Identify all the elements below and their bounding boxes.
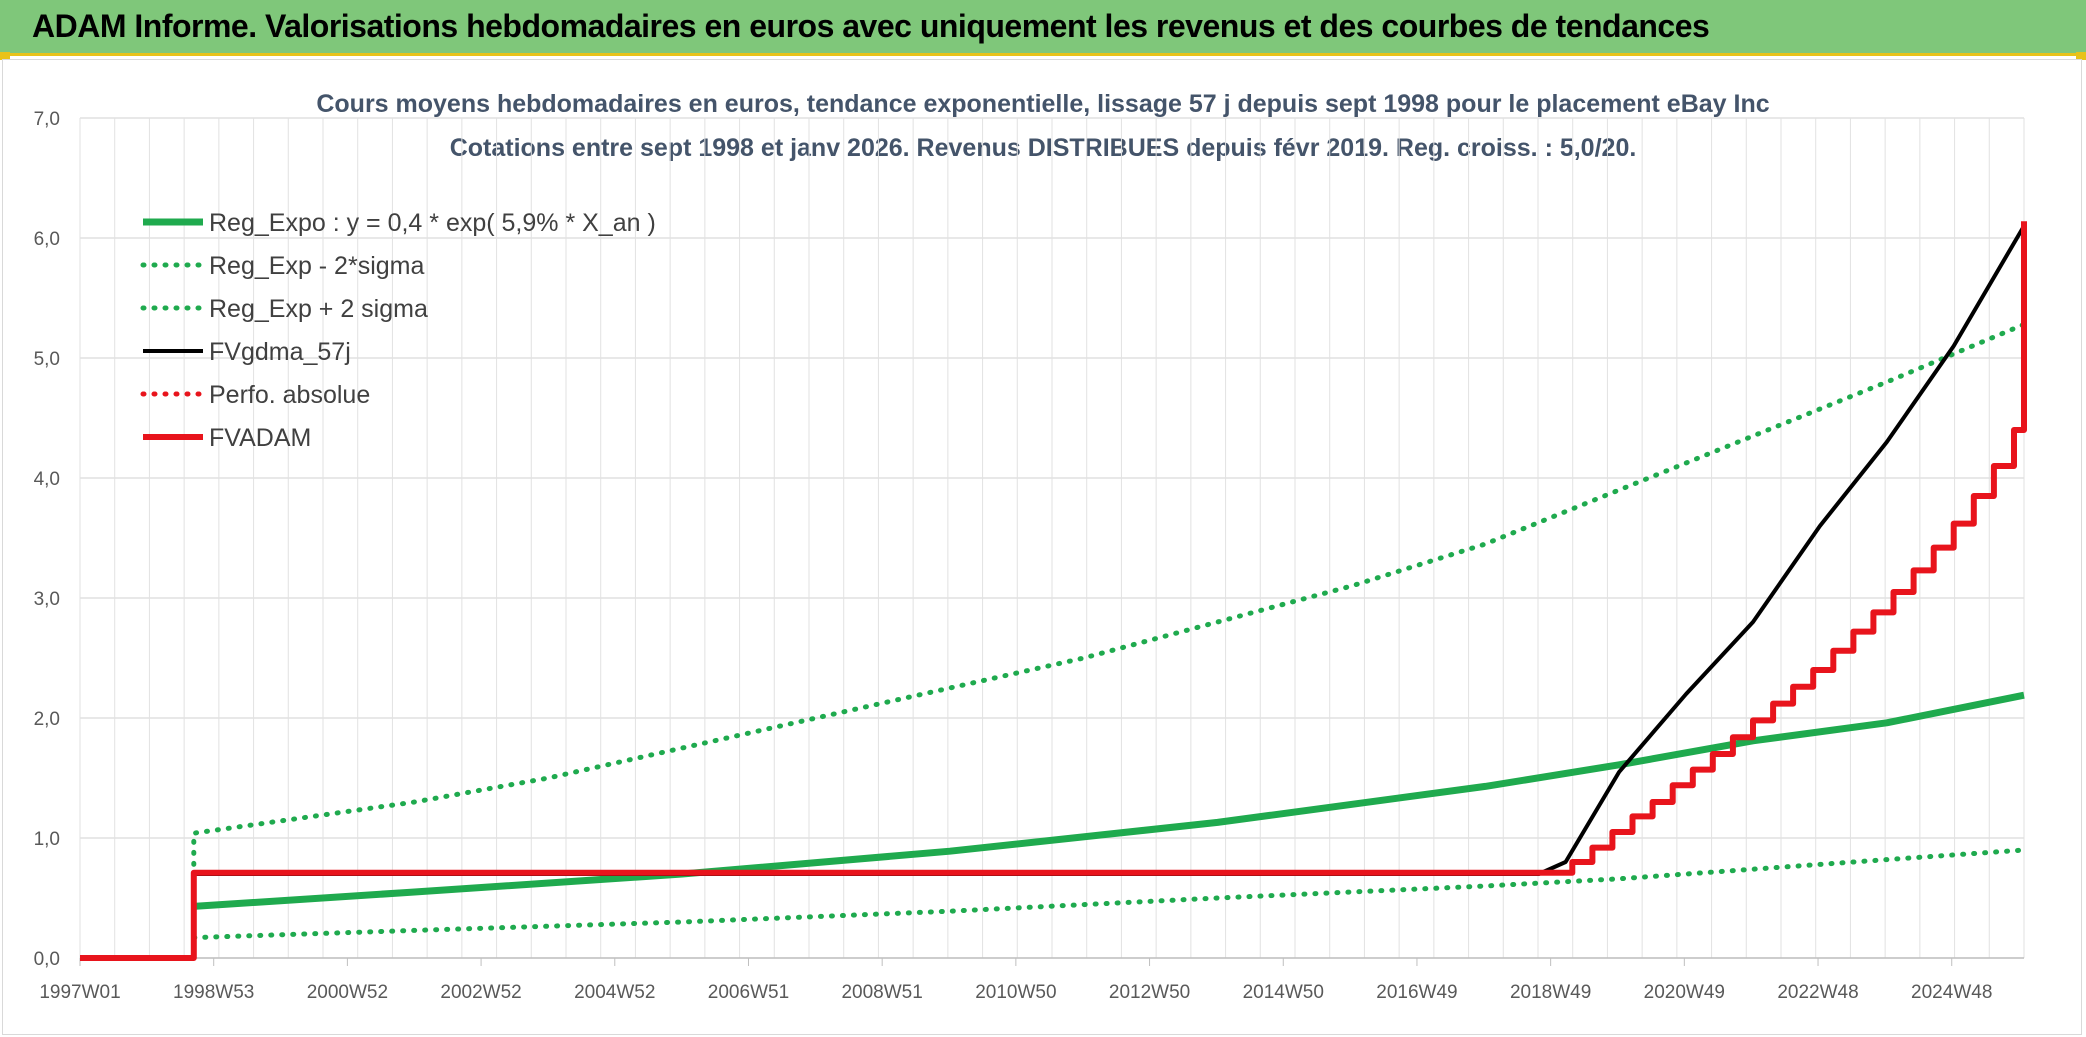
x-tick-label: 2018W49: [1510, 982, 1591, 1003]
legend-label: Perfo. absolue: [209, 381, 370, 409]
x-tick-label: 2008W51: [841, 982, 922, 1003]
x-tick-label: 2016W49: [1376, 982, 1457, 1003]
series-line-2: [191, 321, 2027, 867]
x-tick-label: 2014W50: [1243, 982, 1324, 1003]
report-banner: ADAM Informe. Valorisations hebdomadaire…: [0, 0, 2086, 56]
x-tick-label: 2020W49: [1644, 982, 1725, 1003]
legend-label: FVADAM: [209, 424, 311, 452]
report-title: ADAM Informe. Valorisations hebdomadaire…: [32, 8, 1710, 44]
series-line-0: [193, 691, 2025, 910]
x-tick-label: 1997W01: [39, 982, 120, 1003]
x-tick-label: 2002W52: [440, 982, 521, 1003]
legend: Reg_Expo : y = 0,4 * exp( 5,9% * X_an ) R…: [140, 209, 656, 452]
x-tick-label: 2006W51: [708, 982, 789, 1003]
y-tick-label: 5,0: [34, 349, 60, 370]
x-tick-label: 2000W52: [307, 982, 388, 1003]
banner-corner-left: [0, 52, 10, 60]
y-tick-label: 4,0: [34, 469, 60, 490]
chart-frame: [2, 59, 2082, 1035]
banner-corner-right: [2076, 52, 2086, 60]
x-tick-label: 2022W48: [1777, 982, 1858, 1003]
axes: 0,0 1,0 2,0 3,0 4,0 5,0 6,0 7,0 1997W01 1998W53 20…: [34, 109, 2024, 1003]
legend-label: FVgdma_57j: [209, 338, 351, 366]
legend-label: Reg_Expo : y = 0,4 * exp( 5,9% * X_an ): [209, 209, 656, 237]
legend-label: Reg_Exp - 2*sigma: [209, 252, 424, 280]
y-tick-label: 1,0: [34, 829, 60, 850]
y-tick-label: 0,0: [34, 949, 60, 970]
chart-title: Cours moyens hebdomadaires en euros, ten…: [316, 90, 1769, 118]
y-tick-label: 3,0: [34, 589, 60, 610]
series-line-1: [191, 847, 2027, 941]
x-tick-label: 2024W48: [1911, 982, 1992, 1003]
x-tick-label: 1998W53: [173, 982, 254, 1003]
y-tick-label: 7,0: [34, 109, 60, 130]
series-line-5: [80, 221, 2027, 961]
legend-label: Reg_Exp + 2 sigma: [209, 295, 428, 323]
x-tick-label: 2012W50: [1109, 982, 1190, 1003]
series-layer: [80, 221, 2027, 961]
x-tick-label: 2010W50: [975, 982, 1056, 1003]
y-tick-label: 6,0: [34, 229, 60, 250]
chart-subtitle: Cotations entre sept 1998 et janv 2026. …: [450, 134, 1637, 162]
grid: [79, 117, 2025, 959]
y-tick-label: 2,0: [34, 709, 60, 730]
x-tick-label: 2004W52: [574, 982, 655, 1003]
